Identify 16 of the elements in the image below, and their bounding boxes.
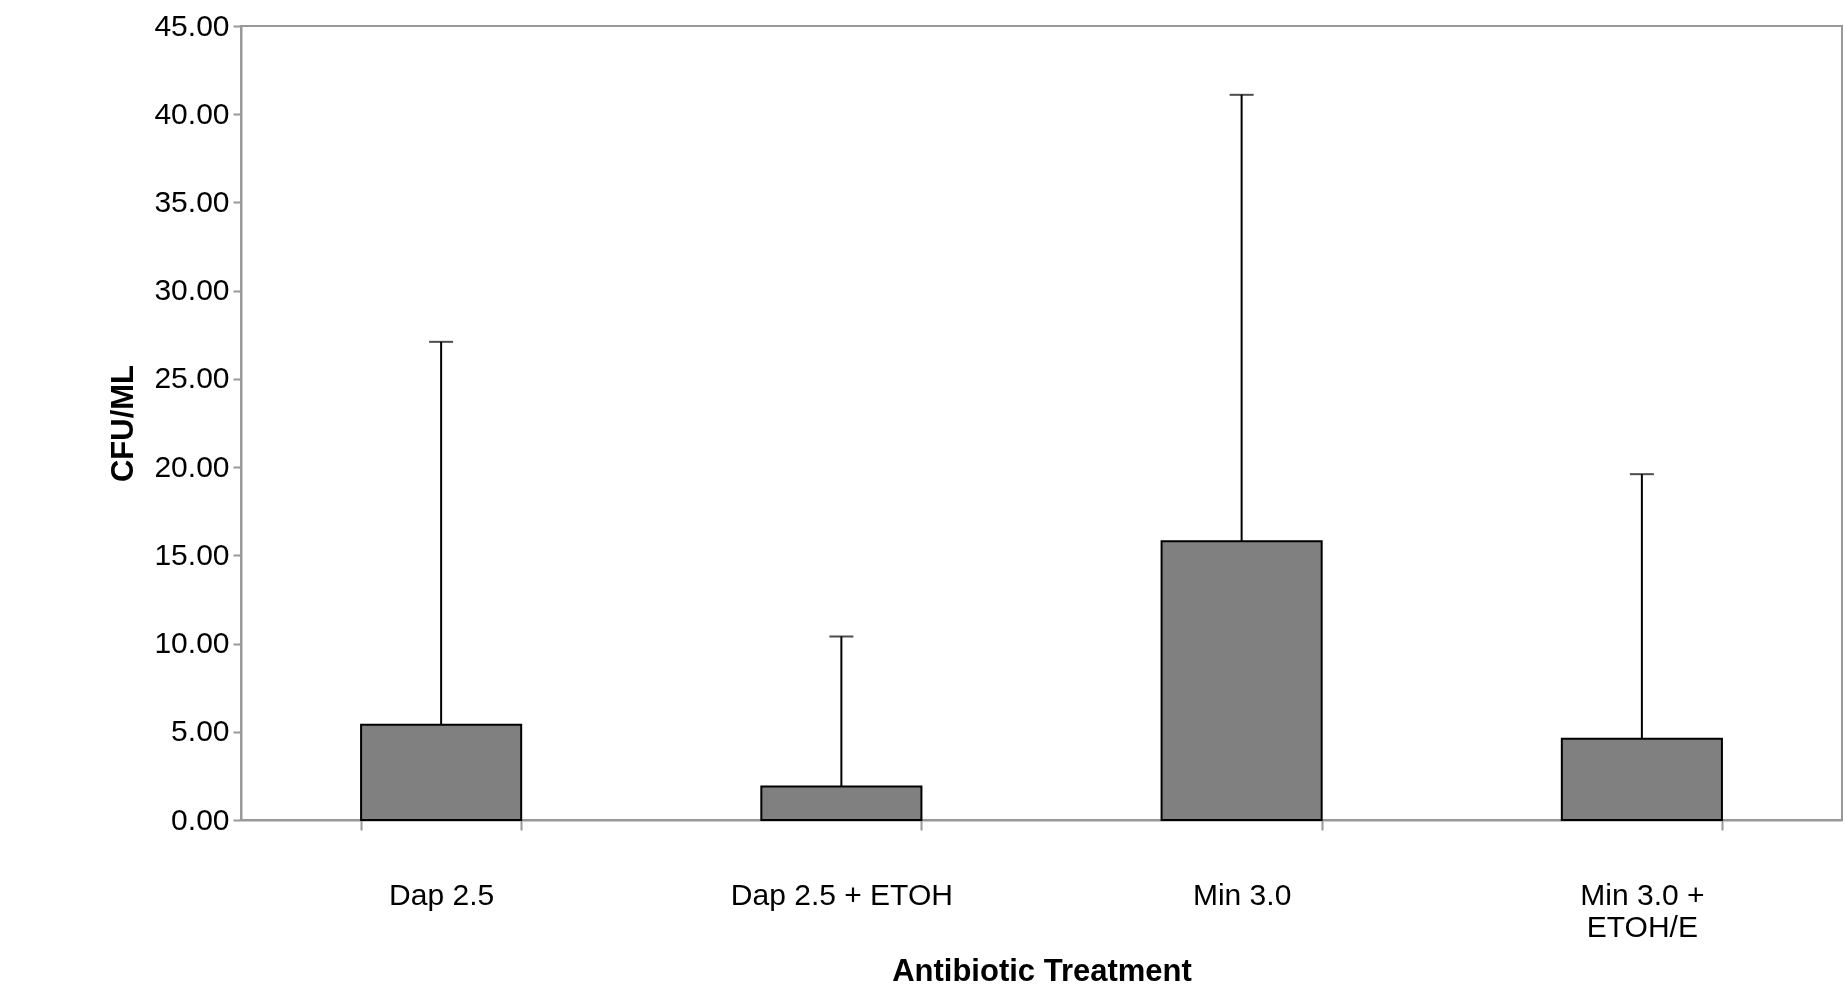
y-tick-label: 30.00 — [154, 273, 230, 307]
x-tick-label: Min 3.0 + ETOH/E — [1580, 877, 1705, 943]
y-tick-label: 20.00 — [154, 449, 230, 483]
y-tick-label: 40.00 — [154, 96, 230, 130]
y-tick-label: 10.00 — [154, 626, 230, 660]
y-tick-label: 25.00 — [154, 361, 230, 395]
x-axis-title: Antibiotic Treatment — [892, 952, 1192, 988]
x-tick-label: Dap 2.5 + ETOH — [730, 877, 953, 911]
x-tick-label: Dap 2.5 — [389, 877, 495, 911]
x-tick-label: Min 3.0 — [1192, 877, 1292, 911]
y-tick-label: 45.00 — [154, 8, 230, 42]
y-tick-label: 35.00 — [154, 184, 230, 218]
y-tick-label: 15.00 — [154, 537, 230, 571]
y-tick-label: 5.00 — [171, 714, 230, 748]
y-axis-title: CFU/ML — [105, 364, 141, 483]
y-tick-label: 0.00 — [171, 802, 230, 836]
